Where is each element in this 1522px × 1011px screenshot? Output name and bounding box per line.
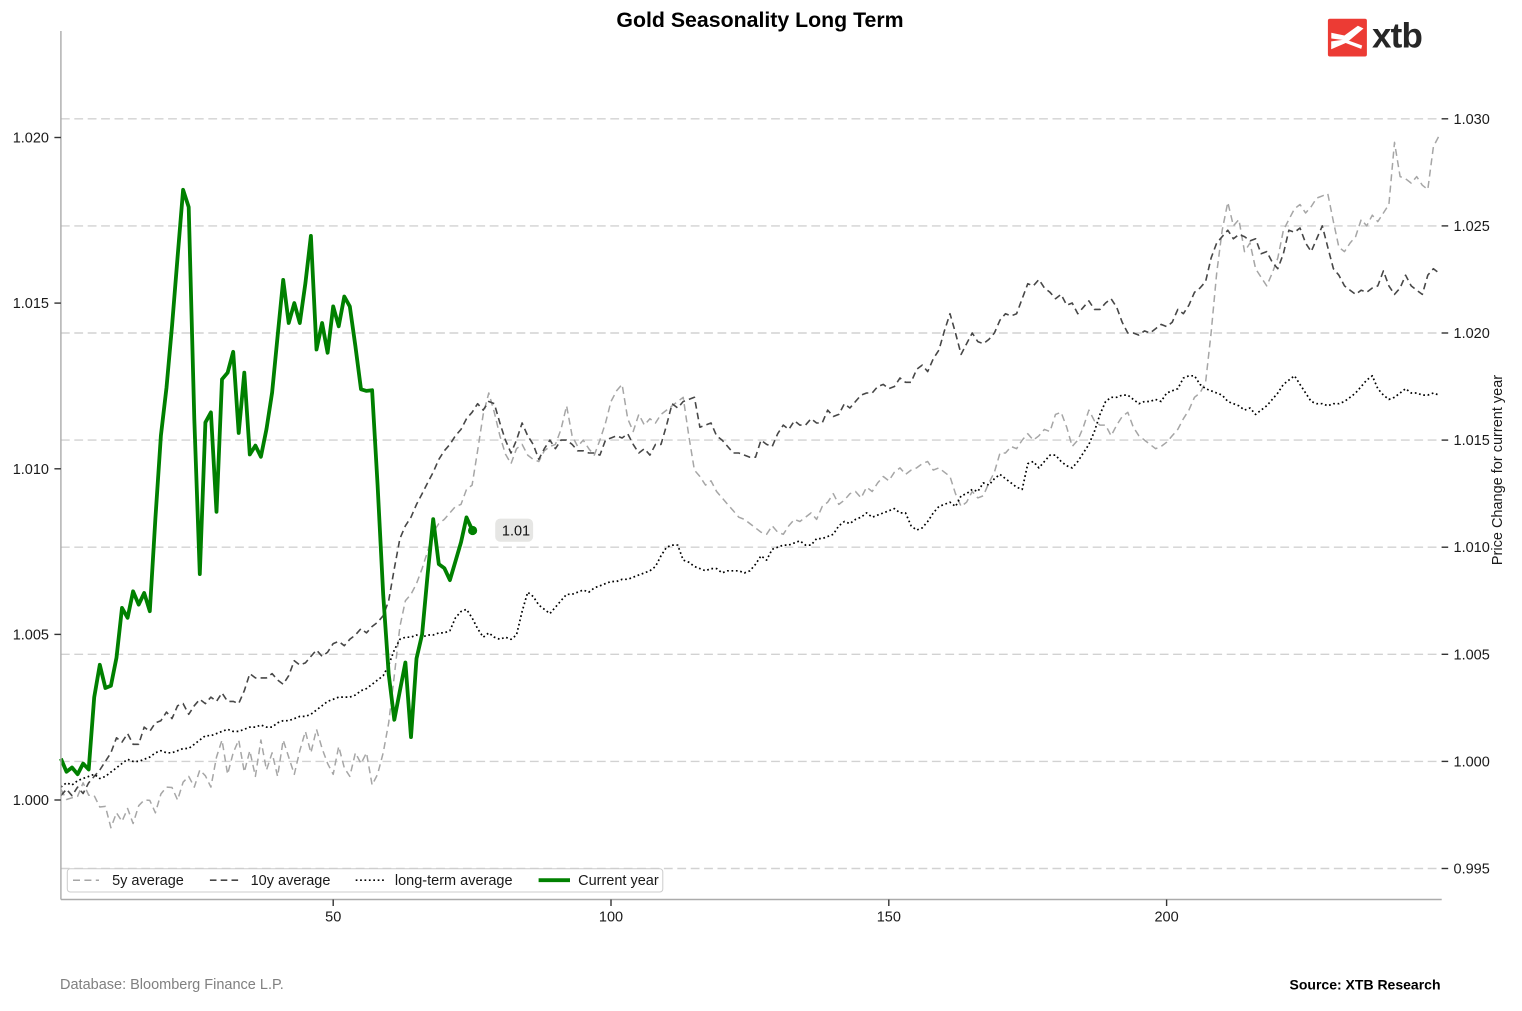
svg-text:1.000: 1.000	[13, 793, 49, 809]
svg-text:0.995: 0.995	[1454, 862, 1490, 878]
svg-text:5y average: 5y average	[112, 873, 184, 889]
svg-text:Database: Bloomberg Finance L.: Database: Bloomberg Finance L.P.	[60, 977, 284, 993]
svg-text:xtb: xtb	[1372, 17, 1422, 56]
svg-text:100: 100	[599, 910, 623, 926]
svg-text:1.005: 1.005	[1454, 647, 1490, 663]
svg-text:1.01: 1.01	[502, 524, 530, 540]
svg-text:200: 200	[1154, 910, 1178, 926]
svg-text:Gold Seasonality Long Term: Gold Seasonality Long Term	[616, 8, 903, 32]
svg-text:1.020: 1.020	[1454, 326, 1490, 342]
svg-text:50: 50	[325, 910, 341, 926]
svg-text:1.000: 1.000	[1454, 754, 1490, 770]
svg-text:1.020: 1.020	[13, 131, 49, 147]
svg-text:Current year: Current year	[578, 873, 659, 889]
svg-text:1.025: 1.025	[1454, 219, 1490, 235]
svg-text:1.005: 1.005	[13, 627, 49, 643]
svg-text:1.015: 1.015	[1454, 433, 1490, 449]
svg-text:Source: XTB Research: Source: XTB Research	[1290, 977, 1441, 993]
svg-text:150: 150	[877, 910, 901, 926]
svg-text:1.015: 1.015	[13, 296, 49, 312]
svg-text:1.010: 1.010	[1454, 540, 1490, 556]
svg-text:1.010: 1.010	[13, 462, 49, 478]
svg-text:long-term average: long-term average	[395, 873, 513, 889]
svg-text:10y average: 10y average	[251, 873, 331, 889]
svg-text:Price Change for current year: Price Change for current year	[1490, 375, 1506, 565]
svg-text:1.030: 1.030	[1454, 112, 1490, 128]
